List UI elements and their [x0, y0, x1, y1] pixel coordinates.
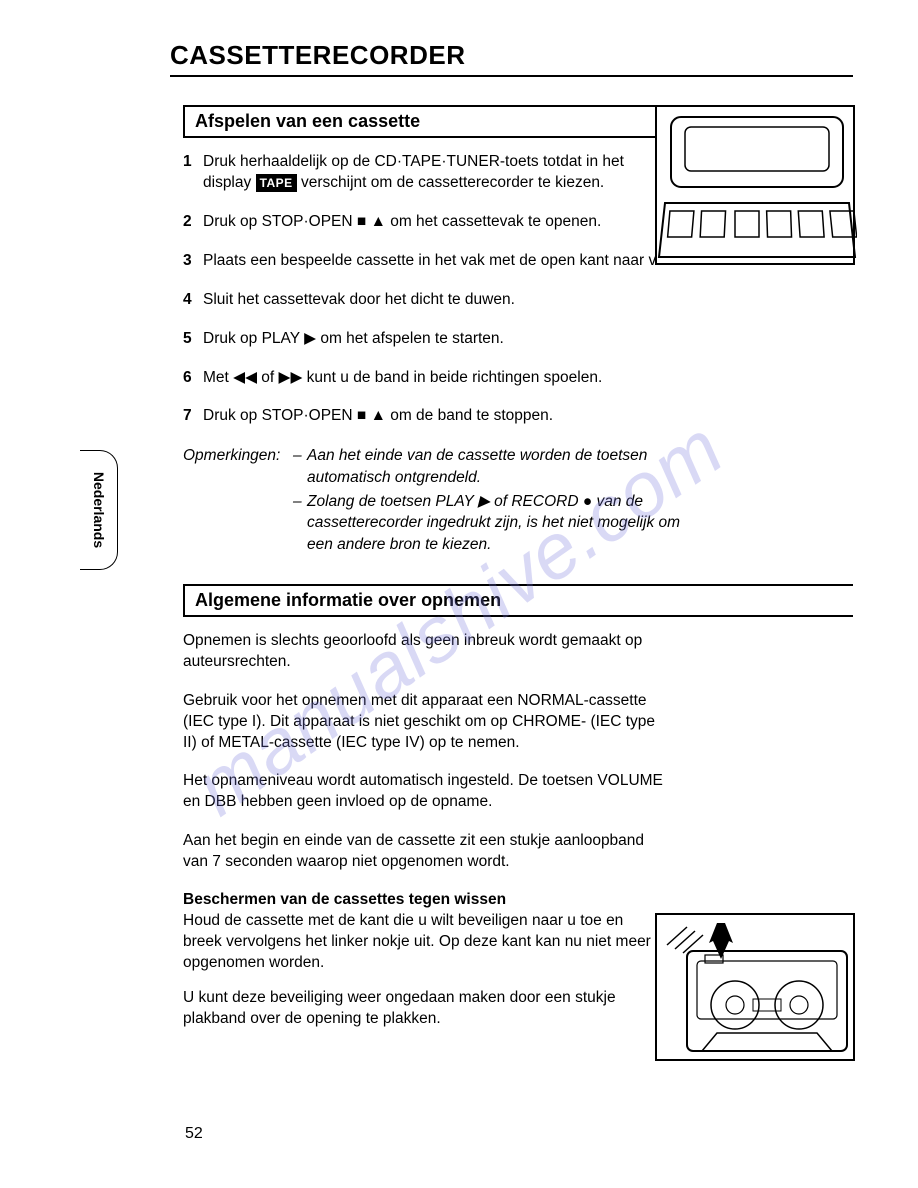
note-text: Aan het einde van de cassette worden de …: [307, 445, 703, 488]
note-dash: –: [293, 445, 307, 488]
tape-label-icon: TAPE: [256, 174, 297, 192]
illustration-cassette-protect: [655, 913, 855, 1061]
para: Het opnameniveau wordt automatisch inges…: [183, 771, 663, 813]
step-text: Druk herhaaldelijk op de CD·TAPE·TUNER-t…: [203, 152, 663, 194]
para: Houd de cassette met de kant die u wilt …: [183, 911, 663, 974]
step-number: 3: [183, 251, 203, 272]
step-2: 2 Druk op STOP·OPEN ■ ▲ om het cassettev…: [183, 212, 663, 233]
step-4: 4 Sluit het cassettevak door het dicht t…: [183, 290, 663, 311]
step-7: 7 Druk op STOP·OPEN ■ ▲ om de band te st…: [183, 406, 663, 427]
page-number: 52: [185, 1125, 203, 1143]
para: U kunt deze beveiliging weer ongedaan ma…: [183, 988, 663, 1030]
note-text: Zolang de toetsen PLAY ▶ of RECORD ● van…: [307, 491, 703, 556]
para: Gebruik voor het opnemen met dit apparaa…: [183, 691, 663, 754]
step-text: Plaats een bespeelde cassette in het vak…: [203, 251, 683, 272]
para: Opnemen is slechts geoorloofd als geen i…: [183, 631, 663, 673]
language-tab-label: Nederlands: [91, 472, 107, 548]
step-number: 7: [183, 406, 203, 427]
note-item: – Aan het einde van de cassette worden d…: [293, 445, 703, 488]
step-text: Druk op STOP·OPEN ■ ▲ om de band te stop…: [203, 406, 663, 427]
para: Aan het begin en einde van de cassette z…: [183, 831, 663, 873]
section-heading-recording: Algemene informatie over opnemen: [183, 584, 853, 617]
step-6: 6 Met ◀◀ of ▶▶ kunt u de band in beide r…: [183, 368, 663, 389]
step-number: 4: [183, 290, 203, 311]
step-text: Druk op PLAY ▶ om het afspelen te starte…: [203, 329, 663, 350]
playback-notes: Opmerkingen: – Aan het einde van de cass…: [183, 445, 703, 557]
notes-label: Opmerkingen:: [183, 445, 293, 557]
step-text-post: verschijnt om de cassetterecorder te kie…: [297, 174, 605, 191]
step-number: 1: [183, 152, 203, 194]
step-number: 2: [183, 212, 203, 233]
illustration-cassette-deck: [655, 105, 855, 265]
note-item: – Zolang de toetsen PLAY ▶ of RECORD ● v…: [293, 491, 703, 556]
step-1: 1 Druk herhaaldelijk op de CD·TAPE·TUNER…: [183, 152, 663, 194]
language-tab: Nederlands: [80, 450, 118, 570]
step-number: 6: [183, 368, 203, 389]
step-text: Sluit het cassettevak door het dicht te …: [203, 290, 663, 311]
step-text: Met ◀◀ of ▶▶ kunt u de band in beide ric…: [203, 368, 663, 389]
note-dash: –: [293, 491, 307, 556]
step-3: 3 Plaats een bespeelde cassette in het v…: [183, 251, 683, 272]
sub-heading-protect: Beschermen van de cassettes tegen wissen: [183, 891, 853, 909]
page-title: CASSETTERECORDER: [170, 40, 853, 77]
step-number: 5: [183, 329, 203, 350]
step-text: Druk op STOP·OPEN ■ ▲ om het cassettevak…: [203, 212, 663, 233]
step-5: 5 Druk op PLAY ▶ om het afspelen te star…: [183, 329, 663, 350]
